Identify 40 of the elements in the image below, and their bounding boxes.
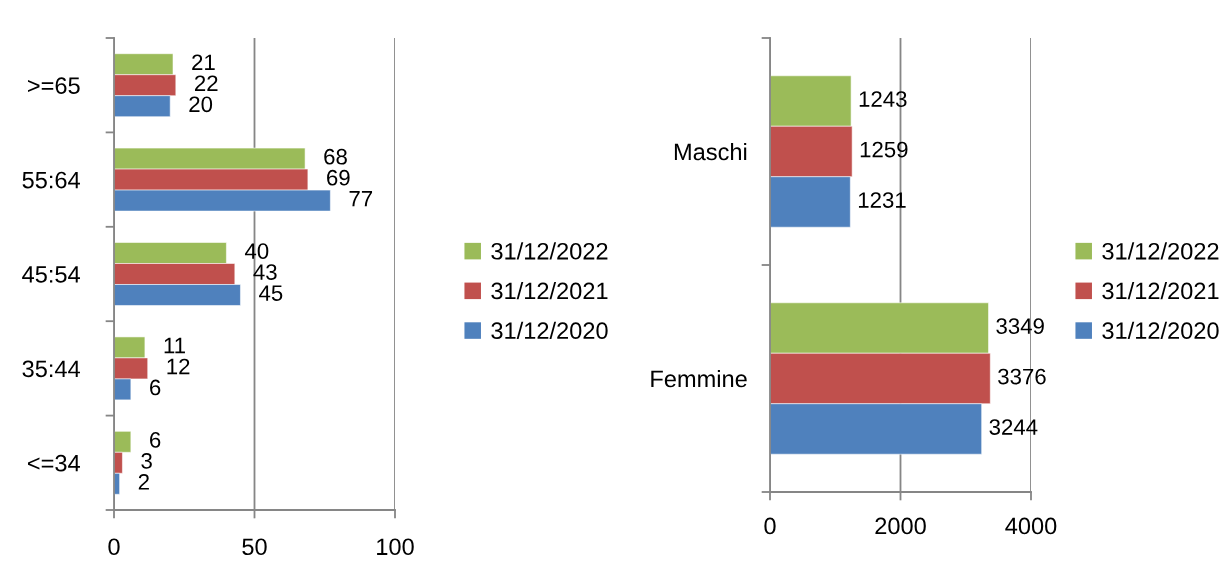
data-label: 2 bbox=[138, 474, 149, 490]
x-tick-label: 0 bbox=[108, 538, 120, 556]
legend-label: 31/12/2020 bbox=[491, 321, 608, 340]
data-label: 1231 bbox=[858, 192, 906, 208]
y-tick-label: >=65 bbox=[27, 77, 80, 94]
data-label: 20 bbox=[189, 96, 213, 113]
x-tick-label: 2000 bbox=[875, 517, 926, 535]
y-tick-label: Maschi bbox=[674, 142, 747, 161]
y-tick-label: Femmine bbox=[651, 369, 747, 388]
data-label: 77 bbox=[349, 191, 373, 207]
data-label: 12 bbox=[167, 358, 190, 375]
data-label: 40 bbox=[244, 243, 269, 259]
data-label: 1243 bbox=[859, 91, 907, 107]
legend-label: 31/12/2022 bbox=[491, 242, 608, 260]
y-tick-label: 45:54 bbox=[22, 266, 80, 283]
y-tick-label: <=34 bbox=[27, 454, 80, 472]
data-label: 3244 bbox=[989, 419, 1038, 435]
data-label: 6 bbox=[150, 432, 161, 448]
data-label: 68 bbox=[324, 148, 347, 165]
data-label: 3376 bbox=[998, 368, 1046, 385]
data-label: 22 bbox=[194, 75, 218, 91]
legend-label: 31/12/2020 bbox=[1102, 321, 1219, 340]
legend-label: 31/12/2021 bbox=[1102, 282, 1219, 300]
data-label: 6 bbox=[150, 379, 161, 396]
x-tick-label: 50 bbox=[242, 538, 267, 556]
legend-label: 31/12/2021 bbox=[491, 282, 608, 300]
data-label: 1259 bbox=[860, 141, 908, 158]
data-label: 43 bbox=[253, 264, 277, 280]
y-tick-label: 35:44 bbox=[22, 360, 80, 378]
data-label: 3349 bbox=[996, 318, 1044, 334]
data-label: 45 bbox=[259, 285, 283, 301]
data-label: 3 bbox=[141, 453, 152, 469]
data-label: 11 bbox=[164, 337, 185, 354]
legend-label: 31/12/2022 bbox=[1102, 242, 1219, 260]
x-tick-label: 4000 bbox=[1005, 517, 1057, 535]
x-tick-label: 100 bbox=[377, 538, 414, 556]
data-label: 21 bbox=[192, 54, 215, 70]
data-label: 69 bbox=[327, 169, 350, 186]
x-tick-label: 0 bbox=[764, 517, 776, 535]
y-tick-label: 55:64 bbox=[22, 171, 80, 189]
